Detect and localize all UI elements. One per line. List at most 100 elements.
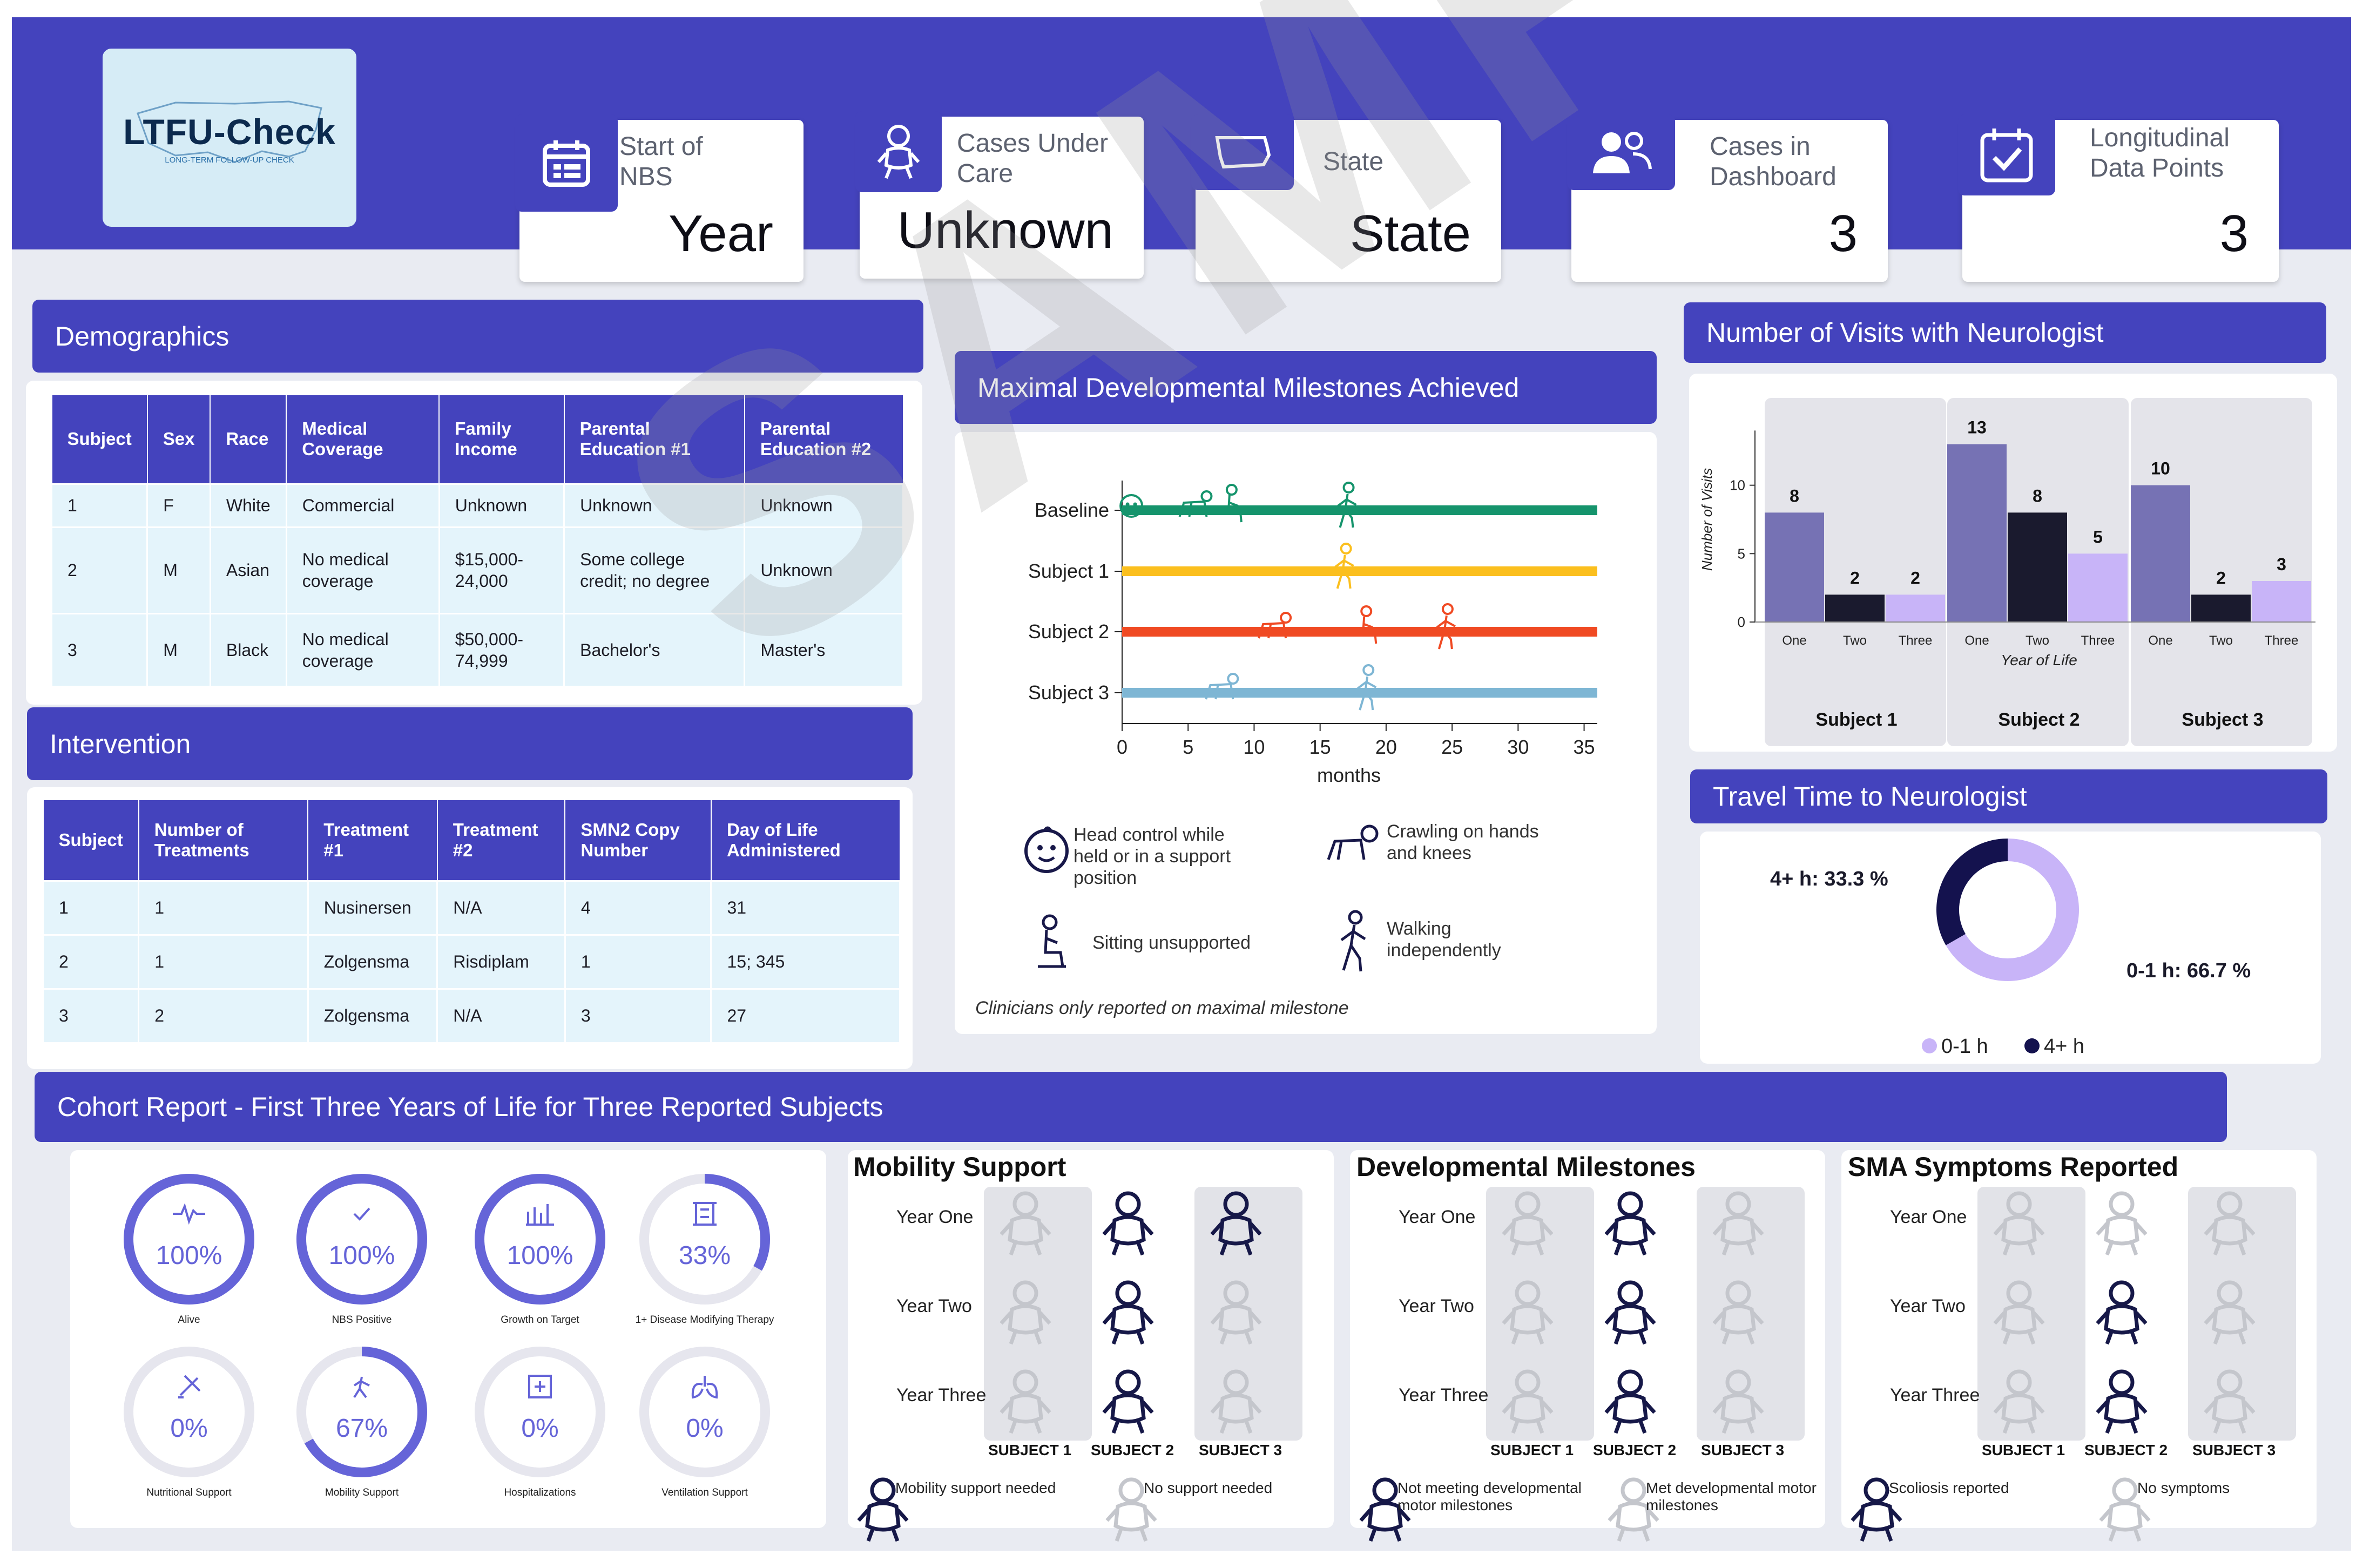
travel-panel	[1700, 832, 2321, 1064]
x-tick-label: 20	[1375, 736, 1397, 758]
table-cell: 15; 345	[710, 934, 901, 990]
y-tick-label: 10	[1730, 477, 1745, 494]
table-header-cell: Race	[210, 394, 287, 484]
baby-filled-icon	[1851, 1477, 1902, 1542]
kpi-ring: 0% Hospitalizations	[472, 1344, 607, 1517]
table-cell: Zolgensma	[307, 934, 438, 990]
milestones-header: Maximal Developmental Milestones Achieve…	[955, 351, 1657, 424]
kpi-ring: 100% Growth on Target	[472, 1172, 607, 1344]
bar	[1765, 512, 1824, 622]
legend-label: Mobility support needed	[895, 1479, 1056, 1496]
crawling-icon	[1327, 824, 1379, 860]
kpi-cases-under-care: Cases Under Care Unknown	[855, 111, 1144, 279]
bar	[2131, 485, 2190, 622]
bar-value-label: 8	[1790, 486, 1799, 505]
ring-percent: 33%	[678, 1241, 731, 1270]
year-label: Year Three	[896, 1385, 987, 1405]
legend-label: Met developmental motor milestones	[1646, 1479, 1817, 1513]
x-tick-label: 10	[1243, 736, 1265, 758]
table-cell: 3	[42, 988, 140, 1044]
table-cell: N/A	[436, 880, 566, 936]
ring-percent: 100%	[507, 1241, 573, 1270]
baby-icon	[1102, 1191, 1154, 1256]
pie-slice	[1936, 839, 2008, 945]
table-cell: 3	[564, 988, 712, 1044]
table-cell: 2	[42, 934, 140, 990]
y-tick-label: 5	[1738, 545, 1745, 562]
baby-icon	[1000, 1280, 1051, 1345]
x-tick-label: 15	[1309, 736, 1331, 758]
table-cell: $15,000-24,000	[438, 526, 565, 614]
table-cell: M	[146, 612, 211, 687]
bar-value-label: 5	[2093, 527, 2103, 546]
ring-percent: 67%	[335, 1414, 388, 1443]
baby-icon	[1604, 1369, 1656, 1434]
baby-icon	[1210, 1191, 1262, 1256]
baby-icon	[1102, 1280, 1154, 1345]
y-tick-label: Subject 2	[1028, 620, 1109, 643]
legend-swatch	[1922, 1038, 1937, 1053]
ring-track	[124, 1347, 254, 1477]
y-tick-label: Subject 3	[1028, 681, 1109, 704]
legend-label: No symptoms	[2137, 1479, 2230, 1496]
x-tick-label: 35	[1574, 736, 1595, 758]
cohort-card: Developmental Milestones SUBJECT 1 SUBJECT…	[1350, 1150, 1825, 1542]
ring-caption: Growth on Target	[501, 1314, 579, 1326]
hospital-icon	[528, 1375, 552, 1398]
ring-percent: 0%	[170, 1414, 208, 1443]
ring-caption: NBS Positive	[332, 1314, 392, 1326]
milestone-marker	[1436, 603, 1456, 650]
kpi-ring: 100% Alive	[121, 1172, 256, 1344]
baby-icon	[855, 111, 942, 192]
kpi-start-of-nbs: Start of NBS Year	[515, 114, 804, 282]
slice-label: 0-1 h: 66.7 %	[2126, 959, 2251, 982]
table-cell: Bachelor's	[563, 612, 746, 687]
bar	[1825, 594, 1885, 622]
baby-outline-icon	[1105, 1477, 1157, 1542]
table-cell: Asian	[209, 526, 287, 614]
table-cell: $50,000-74,999	[438, 612, 565, 687]
baby-filled-icon	[857, 1477, 909, 1542]
check-circle-icon	[353, 1207, 370, 1221]
bar	[1886, 594, 1945, 622]
table-cell: Unknown	[438, 483, 565, 528]
subject-group-background	[1765, 398, 1946, 746]
table-cell: No medical coverage	[285, 526, 440, 614]
subject-label: SUBJECT 3	[1199, 1442, 1282, 1458]
table-cell: F	[146, 483, 211, 528]
bar-value-label: 8	[2033, 486, 2042, 505]
pill-icon	[693, 1202, 717, 1226]
milestones-legend: Head control while held or in a support …	[955, 810, 1657, 1037]
table-row: 3 2 Zolgensma N/A 3 27	[42, 988, 901, 1044]
table-header-cell: Treatment #2	[436, 799, 566, 881]
baby-icon	[2204, 1191, 2256, 1256]
baby-icon	[2204, 1369, 2256, 1434]
baby-outline-icon	[1608, 1477, 1659, 1542]
calendar-icon	[515, 114, 618, 212]
subject-label: SUBJECT 2	[1593, 1442, 1677, 1458]
ring-caption: Hospitalizations	[504, 1487, 576, 1498]
baby-icon	[1102, 1369, 1154, 1434]
nutrition-icon	[178, 1375, 201, 1398]
x-tick-label: One	[2148, 633, 2172, 648]
bar-value-label: 3	[2277, 555, 2286, 574]
logo: LTFU-Check LONG-TERM FOLLOW-UP CHECK	[103, 49, 356, 227]
baby-icon	[1000, 1369, 1051, 1434]
cohort-header: Cohort Report - First Three Years of Lif…	[35, 1072, 2227, 1142]
table-cell: White	[209, 483, 287, 528]
table-cell: 1	[50, 483, 148, 528]
table-cell: Master's	[744, 612, 904, 687]
baby-icon	[1502, 1369, 1554, 1434]
baby-icon	[1000, 1191, 1051, 1256]
bar-value-label: 13	[1967, 418, 1987, 437]
table-cell: Nusinersen	[307, 880, 438, 936]
cohort-card: Mobility Support SUBJECT 1 SUBJECT 2 SUBJEC…	[848, 1150, 1334, 1542]
cohort-card-title: Mobility Support	[853, 1152, 1066, 1182]
table-header-cell: Family Income	[438, 394, 565, 484]
milestone-marker	[1334, 543, 1354, 589]
y-axis-label: Number of Visits	[1699, 468, 1715, 571]
milestone-marker	[1360, 605, 1378, 644]
table-header-cell: Sex	[146, 394, 211, 484]
table-cell: Zolgensma	[307, 988, 438, 1044]
x-tick-label: 5	[1183, 736, 1193, 758]
